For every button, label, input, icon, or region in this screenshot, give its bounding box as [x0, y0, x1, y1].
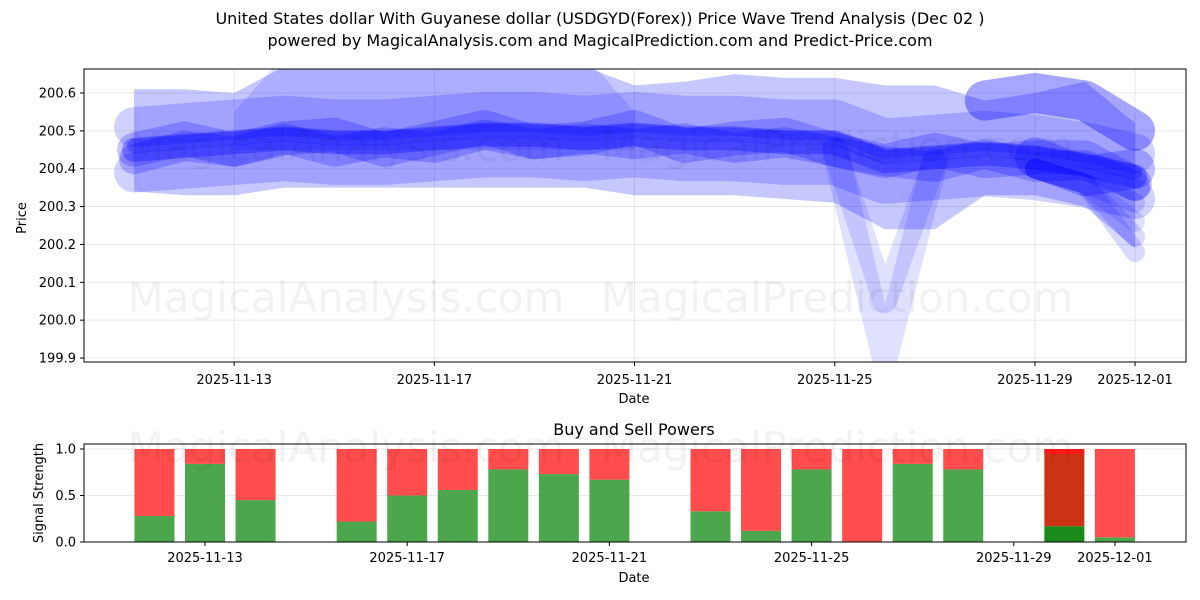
buy-bar — [437, 489, 478, 542]
sell-bar — [437, 449, 478, 490]
signal-axes-frame — [83, 443, 1187, 543]
svg-text:2025-11-21: 2025-11-21 — [572, 551, 648, 566]
price-wave-chart: MagicalAnalysis.com MagicalPrediction.co… — [15, 68, 1187, 407]
buy-bar — [538, 474, 579, 542]
svg-text:1.0: 1.0 — [55, 443, 76, 458]
svg-text:199.9: 199.9 — [39, 352, 76, 367]
sell-bar — [538, 449, 579, 475]
svg-text:MagicalAnalysis.com: MagicalAnalysis.com — [128, 423, 565, 472]
svg-text:200.4: 200.4 — [39, 162, 76, 177]
svg-text:2025-11-17: 2025-11-17 — [397, 373, 473, 388]
svg-text:0.5: 0.5 — [55, 489, 76, 504]
chart-subtitle: powered by MagicalAnalysis.com and Magic… — [267, 31, 933, 50]
svg-text:2025-11-13: 2025-11-13 — [196, 373, 272, 388]
svg-text:2025-12-01: 2025-12-01 — [1097, 373, 1173, 388]
sell-bar — [842, 449, 883, 542]
buy-bar — [336, 521, 377, 542]
sell-bar — [336, 449, 377, 522]
svg-text:MagicalAnalysis.com: MagicalAnalysis.com — [128, 122, 565, 171]
sell-bar — [1094, 449, 1135, 538]
sell-bar — [185, 449, 225, 464]
signal-bars — [134, 449, 1135, 542]
buy-bar — [387, 495, 428, 542]
signal-y-label: Signal Strength — [32, 443, 47, 543]
sell-bar — [791, 449, 832, 470]
buy-bar — [791, 469, 832, 542]
svg-text:MagicalPrediction.com: MagicalPrediction.com — [601, 423, 1074, 472]
signal-x-axis: 2025-11-13 2025-11-17 2025-11-21 2025-11-25… — [167, 542, 1153, 566]
sell-bar — [134, 449, 175, 516]
signal-watermark: MagicalAnalysis.com MagicalPrediction.co… — [128, 423, 1074, 472]
buy-bar — [943, 469, 984, 542]
sell-bar — [488, 449, 529, 470]
buy-sell-title: Buy and Sell Powers — [553, 420, 715, 439]
svg-text:200.1: 200.1 — [39, 276, 76, 291]
price-watermark: MagicalAnalysis.com MagicalPrediction.co… — [128, 122, 1074, 322]
svg-text:MagicalPrediction.com: MagicalPrediction.com — [601, 122, 1074, 171]
svg-text:2025-11-29: 2025-11-29 — [976, 551, 1052, 566]
svg-text:2025-11-25: 2025-11-25 — [797, 373, 873, 388]
svg-text:2025-11-13: 2025-11-13 — [167, 551, 243, 566]
buy-bar — [589, 479, 630, 542]
svg-text:0.0: 0.0 — [55, 536, 76, 551]
sell-bar — [387, 449, 428, 496]
svg-text:2025-11-29: 2025-11-29 — [997, 373, 1073, 388]
sell-bar — [690, 449, 731, 512]
buy-bar — [741, 530, 782, 542]
sell-bar — [589, 449, 630, 480]
buy-bar — [235, 500, 276, 542]
chart-title: United States dollar With Guyanese dolla… — [215, 9, 985, 28]
svg-text:2025-12-01: 2025-12-01 — [1077, 551, 1153, 566]
svg-text:2025-11-21: 2025-11-21 — [597, 373, 673, 388]
price-y-label: Price — [15, 202, 30, 234]
sell-bar — [1044, 449, 1085, 527]
svg-text:MagicalPrediction.com: MagicalPrediction.com — [601, 273, 1074, 322]
sell-bar — [892, 449, 933, 464]
svg-text:200.5: 200.5 — [39, 124, 76, 139]
buy-sell-chart: Buy and Sell Powers MagicalAnalysis.com … — [32, 420, 1187, 586]
svg-text:2025-11-17: 2025-11-17 — [369, 551, 445, 566]
price-x-label: Date — [618, 392, 649, 407]
buy-bar — [690, 511, 731, 542]
sell-bar — [741, 449, 782, 531]
svg-text:2025-11-25: 2025-11-25 — [774, 551, 850, 566]
sell-bar — [943, 449, 984, 470]
svg-text:200.6: 200.6 — [39, 87, 76, 102]
svg-text:200.3: 200.3 — [39, 200, 76, 215]
svg-text:200.2: 200.2 — [39, 238, 76, 253]
buy-bar — [892, 463, 933, 542]
price-wave-bands — [114, 69, 1156, 362]
price-y-axis: 199.9 200.0 200.1 200.2 200.3 200.4 200.5 200.6 — [39, 87, 84, 367]
buy-bar — [134, 515, 175, 542]
price-x-axis: 2025-11-13 2025-11-17 2025-11-21 2025-11-25… — [196, 362, 1173, 388]
svg-text:200.0: 200.0 — [39, 314, 76, 329]
signal-y-axis: 0.0 0.5 1.0 — [55, 443, 84, 551]
sell-bar — [235, 449, 276, 501]
signal-x-label: Date — [618, 571, 649, 586]
svg-text:MagicalAnalysis.com: MagicalAnalysis.com — [128, 273, 565, 322]
price-grid — [84, 69, 1186, 362]
buy-bar — [1044, 526, 1085, 542]
buy-bar — [488, 469, 529, 542]
buy-bar — [185, 463, 225, 542]
buy-bar — [1094, 537, 1135, 542]
